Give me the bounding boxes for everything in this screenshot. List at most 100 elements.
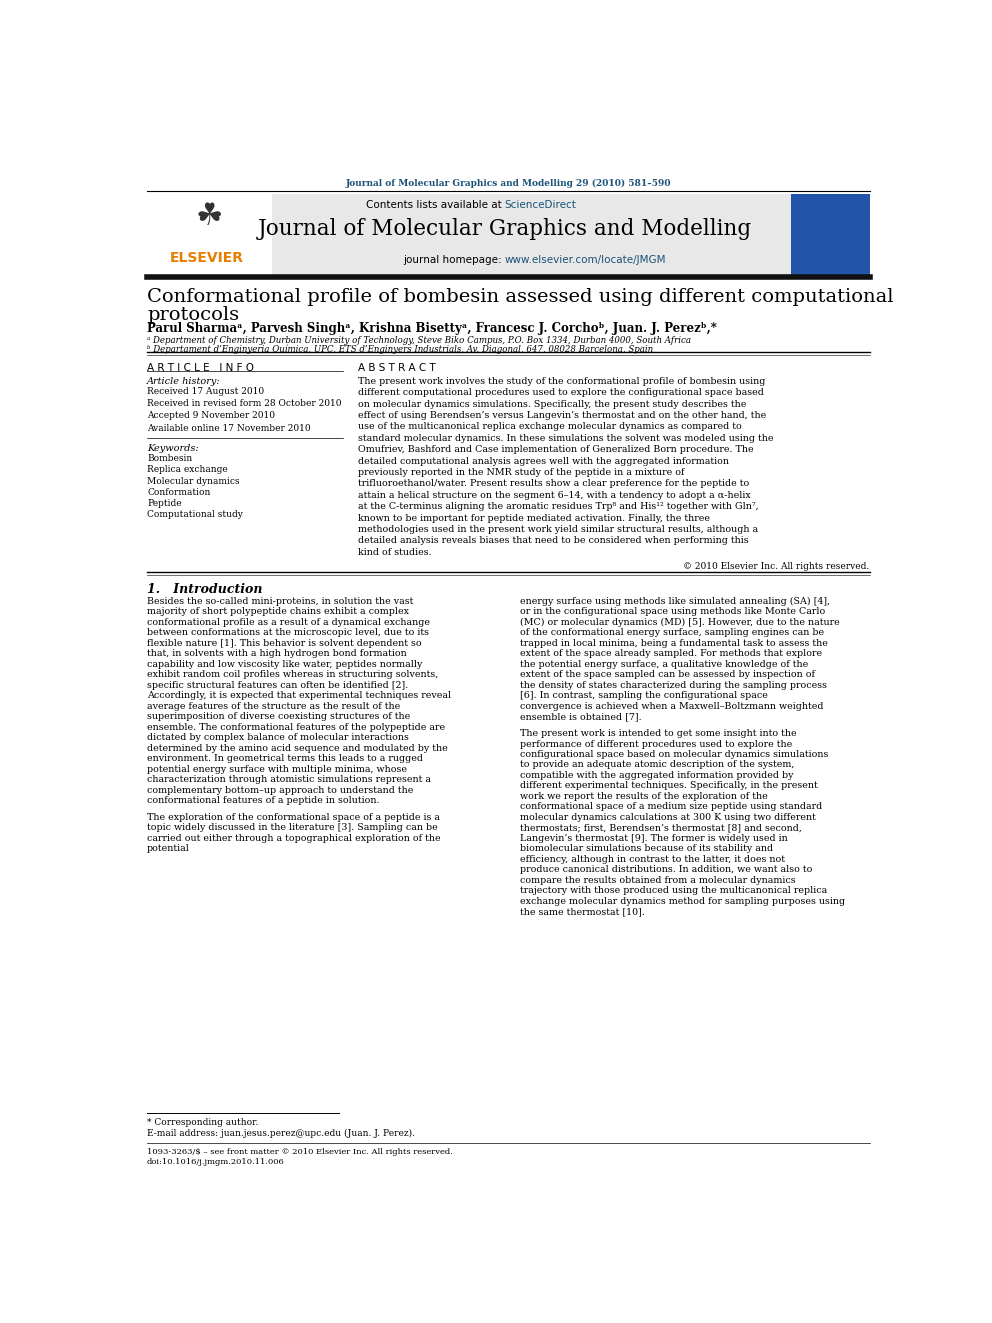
Text: work we report the results of the exploration of the: work we report the results of the explor… <box>520 792 768 800</box>
Text: topic widely discussed in the literature [3]. Sampling can be: topic widely discussed in the literature… <box>147 823 437 832</box>
Text: effect of using Berendsen’s versus Langevin’s thermostat and on the other hand, : effect of using Berendsen’s versus Lange… <box>358 411 767 419</box>
Text: Parul Sharmaᵃ, Parvesh Singhᵃ, Krishna Bisettyᵃ, Francesc J. Corchoᵇ, Juan. J. P: Parul Sharmaᵃ, Parvesh Singhᵃ, Krishna B… <box>147 321 717 335</box>
Text: journal homepage:: journal homepage: <box>403 254 505 265</box>
Text: of the conformational energy surface, sampling engines can be: of the conformational energy surface, sa… <box>520 628 824 638</box>
Text: exchange molecular dynamics method for sampling purposes using: exchange molecular dynamics method for s… <box>520 897 845 906</box>
Text: carried out either through a topographical exploration of the: carried out either through a topographic… <box>147 833 440 843</box>
Text: © 2010 Elsevier Inc. All rights reserved.: © 2010 Elsevier Inc. All rights reserved… <box>683 562 870 572</box>
Text: methodologies used in the present work yield similar structural results, althoug: methodologies used in the present work y… <box>358 525 759 534</box>
Text: determined by the amino acid sequence and modulated by the: determined by the amino acid sequence an… <box>147 744 447 753</box>
Text: energy surface using methods like simulated annealing (SA) [4],: energy surface using methods like simula… <box>520 597 830 606</box>
Text: potential energy surface with multiple minima, whose: potential energy surface with multiple m… <box>147 765 407 774</box>
Text: complementary bottom–up approach to understand the: complementary bottom–up approach to unde… <box>147 786 414 795</box>
Bar <box>792 194 870 275</box>
Text: Replica exchange: Replica exchange <box>147 466 228 475</box>
Text: detailed computational analysis agrees well with the aggregated information: detailed computational analysis agrees w… <box>358 456 729 466</box>
Text: environment. In geometrical terms this leads to a rugged: environment. In geometrical terms this l… <box>147 754 423 763</box>
Text: compatible with the aggregated information provided by: compatible with the aggregated informati… <box>520 771 794 781</box>
Text: Article history:: Article history: <box>147 377 220 386</box>
Text: the same thermostat [10].: the same thermostat [10]. <box>520 908 645 917</box>
Text: dictated by complex balance of molecular interactions: dictated by complex balance of molecular… <box>147 733 409 742</box>
Text: different experimental techniques. Specifically, in the present: different experimental techniques. Speci… <box>520 782 817 790</box>
Text: Peptide: Peptide <box>147 499 182 508</box>
Text: ScienceDirect: ScienceDirect <box>505 200 576 209</box>
Text: The present work involves the study of the conformational profile of bombesin us: The present work involves the study of t… <box>358 377 766 386</box>
Text: doi:10.1016/j.jmgm.2010.11.006: doi:10.1016/j.jmgm.2010.11.006 <box>147 1158 285 1166</box>
Text: compare the results obtained from a molecular dynamics: compare the results obtained from a mole… <box>520 876 796 885</box>
Text: standard molecular dynamics. In these simulations the solvent was modeled using : standard molecular dynamics. In these si… <box>358 434 774 443</box>
Text: or in the configurational space using methods like Monte Carlo: or in the configurational space using me… <box>520 607 825 617</box>
Text: Conformational profile of bombesin assessed using different computational: Conformational profile of bombesin asses… <box>147 288 894 306</box>
Text: at the C-terminus aligning the aromatic residues Trp⁸ and His¹² together with Gl: at the C-terminus aligning the aromatic … <box>358 503 759 511</box>
Text: between conformations at the microscopic level, due to its: between conformations at the microscopic… <box>147 628 430 638</box>
Text: average features of the structure as the result of the: average features of the structure as the… <box>147 701 401 710</box>
Text: Molecular dynamics: Molecular dynamics <box>147 476 240 486</box>
Text: exhibit random coil profiles whereas in structuring solvents,: exhibit random coil profiles whereas in … <box>147 671 438 679</box>
Text: ☘: ☘ <box>195 202 223 232</box>
Text: superimposition of diverse coexisting structures of the: superimposition of diverse coexisting st… <box>147 712 411 721</box>
Text: Bombesin: Bombesin <box>147 454 192 463</box>
Text: Computational study: Computational study <box>147 511 243 519</box>
Text: extent of the space already sampled. For methods that explore: extent of the space already sampled. For… <box>520 650 822 659</box>
Text: ensemble. The conformational features of the polypeptide are: ensemble. The conformational features of… <box>147 722 445 732</box>
Text: ᵃ Department of Chemistry, Durban University of Technology, Steve Biko Campus, P: ᵃ Department of Chemistry, Durban Univer… <box>147 336 691 345</box>
Text: conformational profile as a result of a dynamical exchange: conformational profile as a result of a … <box>147 618 431 627</box>
Text: kind of studies.: kind of studies. <box>358 548 433 557</box>
Bar <box>147 194 793 275</box>
Text: Journal of Molecular Graphics and Modelling 29 (2010) 581–590: Journal of Molecular Graphics and Modell… <box>345 179 672 188</box>
Text: conformational features of a peptide in solution.: conformational features of a peptide in … <box>147 796 380 806</box>
Text: flexible nature [1]. This behavior is solvent dependent so: flexible nature [1]. This behavior is so… <box>147 639 422 648</box>
Text: trajectory with those produced using the multicanonical replica: trajectory with those produced using the… <box>520 886 827 896</box>
Text: that, in solvents with a high hydrogen bond formation: that, in solvents with a high hydrogen b… <box>147 650 407 659</box>
Text: to provide an adequate atomic description of the system,: to provide an adequate atomic descriptio… <box>520 761 795 770</box>
Text: Omufriev, Bashford and Case implementation of Generalized Born procedure. The: Omufriev, Bashford and Case implementati… <box>358 446 754 454</box>
Text: ᵇ Departament d’Enginyeria Química, UPC, ETS d’Enginyers Industrials, Av. Diagon: ᵇ Departament d’Enginyeria Química, UPC,… <box>147 344 653 353</box>
Text: The exploration of the conformational space of a peptide is a: The exploration of the conformational sp… <box>147 812 440 822</box>
Text: Keywords:: Keywords: <box>147 445 198 452</box>
Text: attain a helical structure on the segment 6–14, with a tendency to adopt a α-hel: attain a helical structure on the segmen… <box>358 491 751 500</box>
Text: Conformation: Conformation <box>147 488 210 497</box>
Text: on molecular dynamics simulations. Specifically, the present study describes the: on molecular dynamics simulations. Speci… <box>358 400 747 409</box>
Text: (MC) or molecular dynamics (MD) [5]. However, due to the nature: (MC) or molecular dynamics (MD) [5]. How… <box>520 618 839 627</box>
Text: convergence is achieved when a Maxwell–Boltzmann weighted: convergence is achieved when a Maxwell–B… <box>520 701 823 710</box>
Text: thermostats; first, Berendsen’s thermostat [8] and second,: thermostats; first, Berendsen’s thermost… <box>520 823 802 832</box>
Text: A B S T R A C T: A B S T R A C T <box>358 363 436 373</box>
Text: trapped in local minima, being a fundamental task to assess the: trapped in local minima, being a fundame… <box>520 639 827 648</box>
Text: Journal of Molecular Graphics and Modelling: Journal of Molecular Graphics and Modell… <box>258 218 752 239</box>
Text: 1093-3263/$ – see front matter © 2010 Elsevier Inc. All rights reserved.: 1093-3263/$ – see front matter © 2010 El… <box>147 1148 453 1156</box>
Text: Contents lists available at: Contents lists available at <box>366 200 505 209</box>
Text: characterization through atomistic simulations represent a: characterization through atomistic simul… <box>147 775 432 785</box>
Text: * Corresponding author.: * Corresponding author. <box>147 1118 259 1127</box>
Text: biomolecular simulations because of its stability and: biomolecular simulations because of its … <box>520 844 773 853</box>
Text: produce canonical distributions. In addition, we want also to: produce canonical distributions. In addi… <box>520 865 812 875</box>
Text: Accordingly, it is expected that experimental techniques reveal: Accordingly, it is expected that experim… <box>147 691 451 700</box>
Text: Received 17 August 2010: Received 17 August 2010 <box>147 386 264 396</box>
Text: the density of states characterized during the sampling process: the density of states characterized duri… <box>520 681 827 689</box>
Text: performance of different procedures used to explore the: performance of different procedures used… <box>520 740 793 749</box>
Text: ELSEVIER: ELSEVIER <box>171 250 244 265</box>
Text: Besides the so-called mini-proteins, in solution the vast: Besides the so-called mini-proteins, in … <box>147 597 414 606</box>
Text: www.elsevier.com/locate/JMGM: www.elsevier.com/locate/JMGM <box>505 254 666 265</box>
Text: configurational space based on molecular dynamics simulations: configurational space based on molecular… <box>520 750 828 759</box>
Text: different computational procedures used to explore the configurational space bas: different computational procedures used … <box>358 388 765 397</box>
Text: majority of short polypeptide chains exhibit a complex: majority of short polypeptide chains exh… <box>147 607 409 617</box>
Text: potential: potential <box>147 844 189 853</box>
Bar <box>147 194 272 275</box>
Text: The present work is intended to get some insight into the: The present work is intended to get some… <box>520 729 797 738</box>
Text: use of the multicanonical replica exchange molecular dynamics as compared to: use of the multicanonical replica exchan… <box>358 422 742 431</box>
Text: efficiency, although in contrast to the latter, it does not: efficiency, although in contrast to the … <box>520 855 785 864</box>
Text: ensemble is obtained [7].: ensemble is obtained [7]. <box>520 712 642 721</box>
Text: conformational space of a medium size peptide using standard: conformational space of a medium size pe… <box>520 803 822 811</box>
Text: Received in revised form 28 October 2010: Received in revised form 28 October 2010 <box>147 400 341 409</box>
Text: specific structural features can often be identified [2].: specific structural features can often b… <box>147 681 409 689</box>
Text: Langevin’s thermostat [9]. The former is widely used in: Langevin’s thermostat [9]. The former is… <box>520 833 788 843</box>
Text: capability and low viscosity like water, peptides normally: capability and low viscosity like water,… <box>147 660 423 668</box>
Text: detailed analysis reveals biases that need to be considered when performing this: detailed analysis reveals biases that ne… <box>358 537 749 545</box>
Text: known to be important for peptide mediated activation. Finally, the three: known to be important for peptide mediat… <box>358 513 710 523</box>
Text: previously reported in the NMR study of the peptide in a mixture of: previously reported in the NMR study of … <box>358 468 685 478</box>
Text: trifluoroethanol/water. Present results show a clear preference for the peptide : trifluoroethanol/water. Present results … <box>358 479 750 488</box>
Text: the potential energy surface, a qualitative knowledge of the: the potential energy surface, a qualitat… <box>520 660 808 668</box>
Text: [6]. In contrast, sampling the configurational space: [6]. In contrast, sampling the configura… <box>520 691 768 700</box>
Text: 1.   Introduction: 1. Introduction <box>147 582 263 595</box>
Text: molecular dynamics calculations at 300 K using two different: molecular dynamics calculations at 300 K… <box>520 812 815 822</box>
